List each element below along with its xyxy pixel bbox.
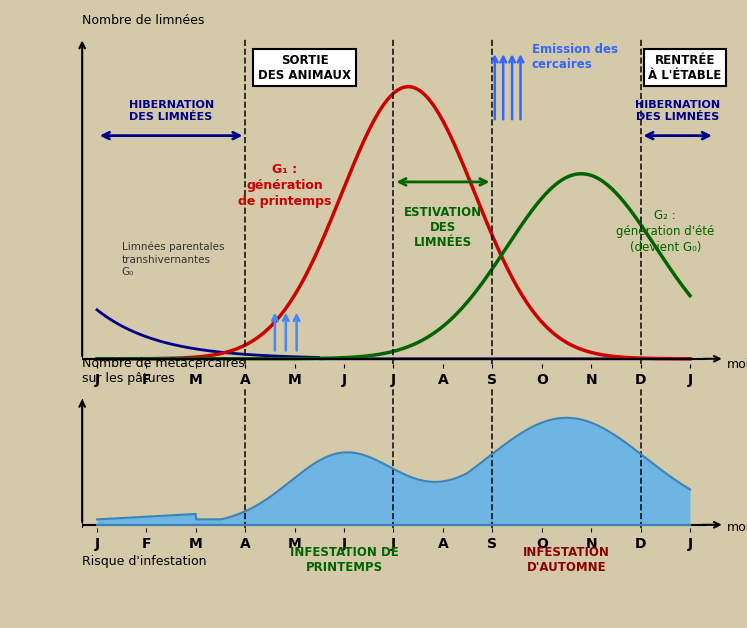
Text: SORTIE
DES ANIMAUX: SORTIE DES ANIMAUX [258,53,351,82]
Text: Nombre de métacercaires
sur les pâtures: Nombre de métacercaires sur les pâtures [82,357,245,386]
Text: Emission des
cercaires: Emission des cercaires [532,43,618,71]
Text: G₁ :
génération
de printemps: G₁ : génération de printemps [238,163,332,208]
Text: INFESTATION DE
PRINTEMPS: INFESTATION DE PRINTEMPS [290,546,398,575]
Text: mois: mois [727,521,747,534]
Text: INFESTATION
D'AUTOMNE: INFESTATION D'AUTOMNE [523,546,610,575]
Text: RENTRÉE
À L'ÉTABLE: RENTRÉE À L'ÉTABLE [648,53,722,82]
Text: mois: mois [727,358,747,371]
Text: HIBERNATION
DES LIMNÉES: HIBERNATION DES LIMNÉES [635,100,720,122]
Text: Limnées parentales
transhivernantes
G₀: Limnées parentales transhivernantes G₀ [122,242,224,277]
Text: ESTIVATION
DES
LIMNÉES: ESTIVATION DES LIMNÉES [404,207,482,249]
Text: G₂ :
génération d'été
(devient G₀): G₂ : génération d'été (devient G₀) [616,209,714,254]
Text: Risque d'infestation: Risque d'infestation [82,555,207,568]
Text: Nombre de limnées: Nombre de limnées [82,14,205,27]
Text: HIBERNATION
DES LIMNÉES: HIBERNATION DES LIMNÉES [128,100,214,122]
